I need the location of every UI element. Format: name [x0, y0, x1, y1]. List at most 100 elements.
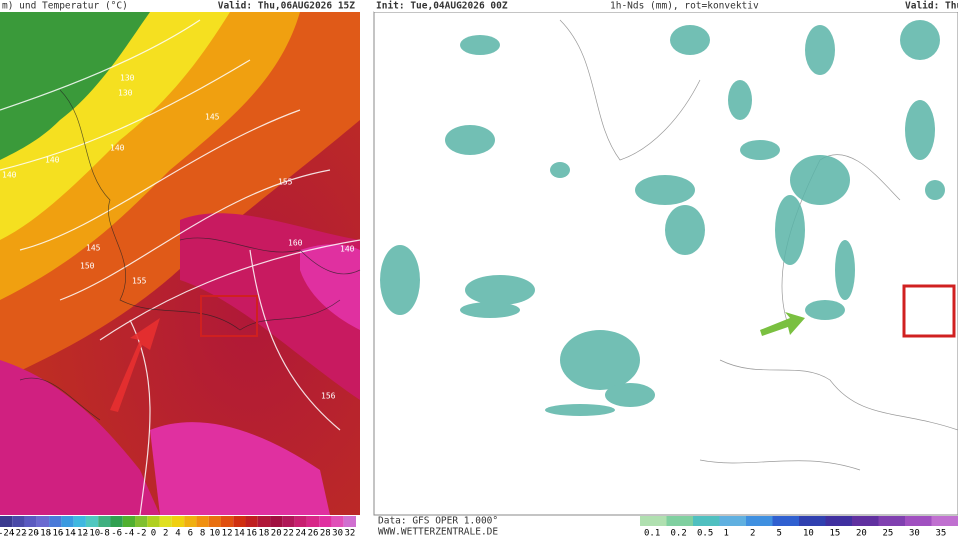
- color-swatch: [931, 516, 958, 526]
- scale-label: -16: [47, 529, 63, 539]
- color-swatch: [184, 516, 197, 527]
- left-map: [0, 12, 361, 516]
- color-swatch: [122, 516, 136, 527]
- right-valid: Valid: Thu: [905, 1, 958, 12]
- color-swatch: [878, 516, 905, 526]
- contour-label: 156: [321, 392, 336, 401]
- scale-label: 6: [188, 529, 193, 539]
- color-swatch: [825, 516, 852, 526]
- scale-label: 2: [750, 529, 755, 539]
- color-swatch: [61, 516, 74, 527]
- scale-label: -10: [84, 529, 100, 539]
- scale-label: 20: [271, 529, 282, 539]
- color-swatch: [208, 516, 221, 527]
- scale-label: -4: [123, 529, 134, 539]
- contour-label: 140: [110, 144, 125, 153]
- scale-label: 14: [234, 529, 245, 539]
- scale-label: 25: [883, 529, 894, 539]
- right-map: [373, 11, 958, 516]
- scale-label: -22: [10, 529, 26, 539]
- contour-label: 145: [205, 113, 220, 122]
- precip-area: [670, 25, 710, 55]
- color-swatch: [85, 516, 99, 527]
- color-swatch: [245, 516, 258, 527]
- contour-label: 130: [118, 89, 133, 98]
- color-swatch: [772, 516, 799, 526]
- precip-area: [805, 25, 835, 75]
- precip-area: [460, 302, 520, 318]
- contour-label: 140: [45, 156, 60, 165]
- color-swatch: [640, 516, 667, 526]
- scale-label: 18: [259, 529, 270, 539]
- color-swatch: [852, 516, 879, 526]
- precip-area: [925, 180, 945, 200]
- left-title: m) und Temperatur (°C): [2, 1, 128, 12]
- contour-label: 140: [340, 245, 355, 254]
- color-swatch: [270, 516, 283, 527]
- scale-label: 30: [332, 529, 343, 539]
- scale-label: 0: [151, 529, 156, 539]
- precip-area: [635, 175, 695, 205]
- scale-label: -20: [23, 529, 39, 539]
- color-swatch: [110, 516, 123, 527]
- precip-area: [545, 404, 615, 416]
- scale-label: 10: [803, 529, 814, 539]
- precip-area: [560, 330, 640, 390]
- scale-label: -14: [59, 529, 75, 539]
- precip-area: [905, 100, 935, 160]
- precip-area: [740, 140, 780, 160]
- color-swatch: [905, 516, 932, 526]
- precip-area: [665, 205, 705, 255]
- precip-area: [835, 240, 855, 300]
- scale-label: -24: [0, 529, 14, 539]
- color-swatch: [12, 516, 25, 527]
- color-swatch: [693, 516, 720, 526]
- precip-area: [465, 275, 535, 305]
- color-swatch: [343, 516, 356, 527]
- scale-label: 0.2: [671, 529, 687, 539]
- scale-label: -18: [35, 529, 51, 539]
- left-valid: Valid: Thu,06AUG2026 15Z: [218, 1, 356, 12]
- color-swatch: [719, 516, 746, 526]
- scale-label: 12: [222, 529, 233, 539]
- precip-area: [550, 162, 570, 178]
- precip-area: [380, 245, 420, 315]
- data-source: Data: GFS OPER 1.000°: [378, 516, 498, 527]
- color-swatch: [294, 516, 307, 527]
- precip-area: [460, 35, 500, 55]
- scale-label: 16: [246, 529, 257, 539]
- color-swatch: [799, 516, 826, 526]
- scale-label: 35: [936, 529, 947, 539]
- color-swatch: [135, 516, 148, 527]
- scale-label: 32: [344, 529, 355, 539]
- scale-label: -12: [72, 529, 88, 539]
- precip-area: [605, 383, 655, 407]
- color-swatch: [24, 516, 37, 527]
- scale-label: 0.5: [697, 529, 713, 539]
- contour-label: 145: [86, 244, 101, 253]
- scale-label: 30: [909, 529, 920, 539]
- color-swatch: [331, 516, 344, 527]
- scale-label: 1: [724, 529, 729, 539]
- scale-label: -2: [136, 529, 147, 539]
- scale-label: 0.1: [644, 529, 660, 539]
- contour-label: 155: [132, 277, 147, 286]
- color-swatch: [159, 516, 172, 527]
- color-swatch: [147, 516, 160, 527]
- color-swatch: [49, 516, 62, 527]
- contour-label: 130: [120, 74, 135, 83]
- color-swatch: [0, 516, 13, 527]
- contour-label: 140: [2, 171, 17, 180]
- color-swatch: [233, 516, 246, 527]
- scale-label: 26: [308, 529, 319, 539]
- scale-label: 4: [175, 529, 180, 539]
- precip-area: [728, 80, 752, 120]
- color-swatch: [36, 516, 50, 527]
- scale-label: 8: [200, 529, 205, 539]
- color-swatch: [171, 516, 185, 527]
- contour-label: 160: [288, 239, 303, 248]
- scale-label: 20: [856, 529, 867, 539]
- precip-area: [805, 300, 845, 320]
- precip-area: [445, 125, 495, 155]
